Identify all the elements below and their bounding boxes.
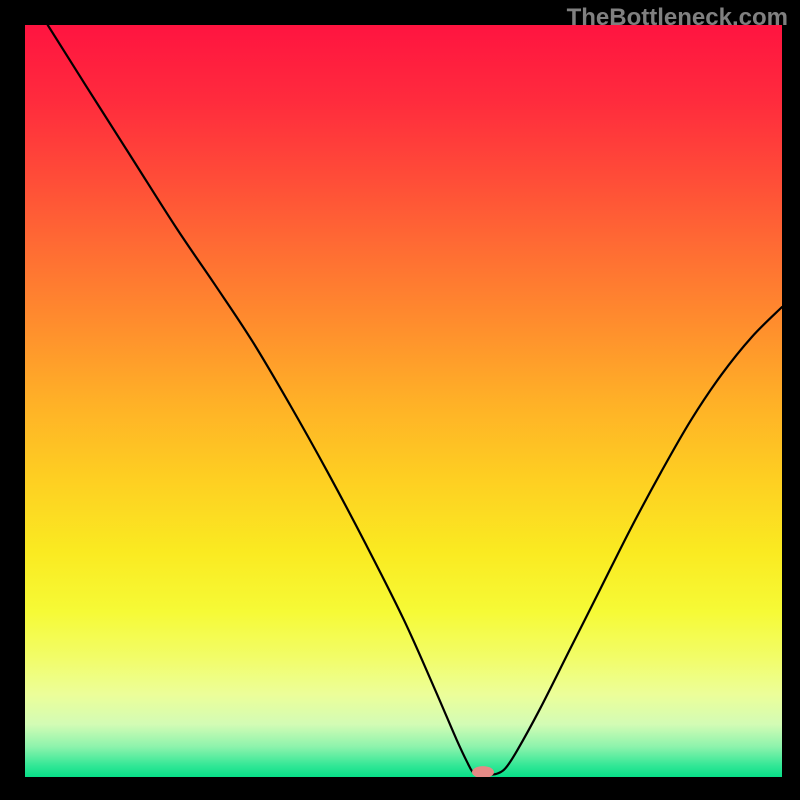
plot-area [25,25,782,777]
canvas: TheBottleneck.com [0,0,800,800]
plot-svg [25,25,782,777]
watermark-text: TheBottleneck.com [567,4,788,32]
gradient-background [25,25,782,777]
